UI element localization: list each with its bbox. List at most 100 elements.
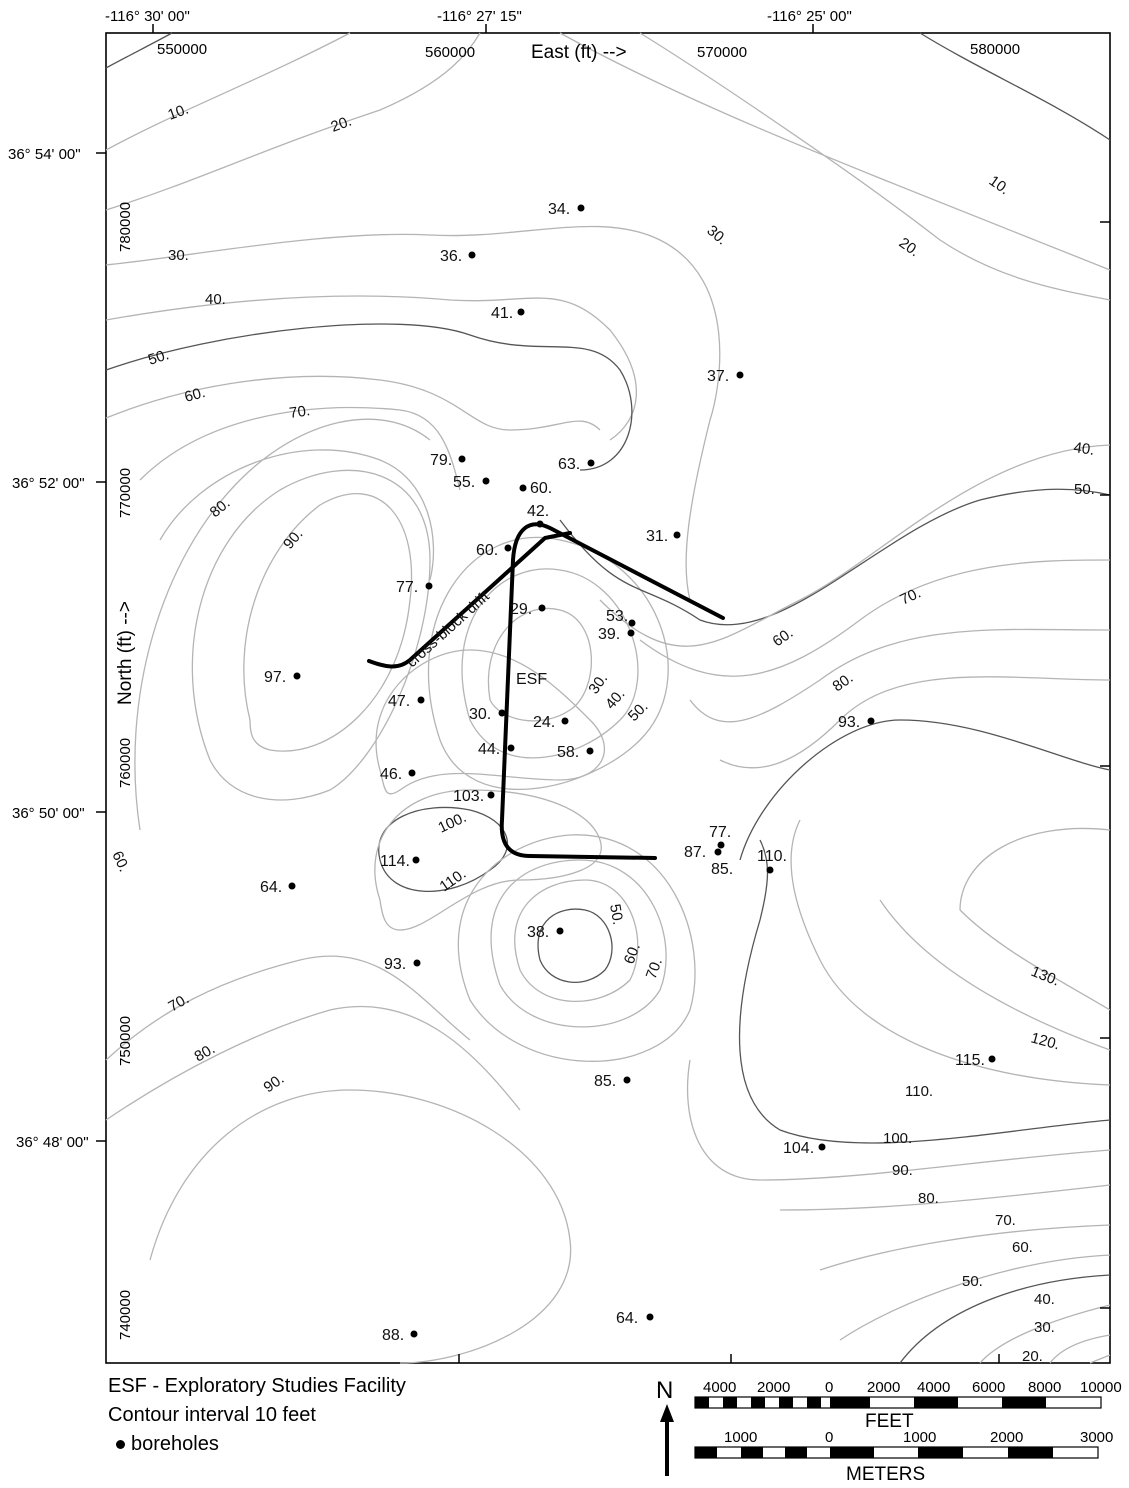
borehole-label: 88. [382,1327,404,1344]
latitude-label: 36° 54' 00" [8,146,81,163]
borehole-marker [577,204,585,212]
borehole-label: 39. [598,626,620,643]
longitude-label: -116° 25' 00" [767,8,852,25]
borehole-label: 103. [453,788,484,805]
latitude-label: 36° 50' 00" [12,805,85,822]
contour-label: 80. [830,669,857,695]
borehole-label: 87. [684,844,706,861]
scale-tick-label: 6000 [972,1379,1005,1396]
borehole-label: 110. [757,848,787,865]
borehole-label: 24. [533,714,555,731]
borehole-marker [561,717,569,725]
contour-label: 60. [183,384,208,406]
borehole-marker [487,791,495,799]
scale-tick-label: 3000 [1080,1429,1113,1446]
scale-tick-label: 10000 [1080,1379,1122,1396]
frame-ticks [96,24,1110,1363]
scale-tick-label: 2000 [990,1429,1023,1446]
borehole-marker [867,717,875,725]
contour-label: 120. [1029,1029,1062,1053]
borehole-label: 93. [838,714,860,731]
borehole-marker [504,544,512,552]
borehole-label: 114. [380,853,410,870]
borehole-marker [408,769,416,777]
borehole-label: 79. [430,452,452,469]
contour-labels: 10. 20. 30. 40. 50. 60. 70. 80. 90. 10. … [108,101,1095,1365]
contour-label: 90. [892,1162,913,1179]
contour-label: 100. [883,1130,912,1147]
latitude-label: 36° 52' 00" [12,475,85,492]
borehole-label: 53. [606,608,628,625]
contour-label: 40. [602,686,628,713]
scale-tick-label: 0 [825,1429,833,1446]
contour-label: 50. [1074,481,1095,498]
contour-label: 40. [1034,1291,1055,1308]
borehole-marker [714,848,722,856]
borehole-label: 63. [558,456,580,473]
contour-lines [105,32,1111,1364]
borehole-marker [587,459,595,467]
borehole-marker [646,1313,654,1321]
borehole-marker [536,520,544,528]
scale-tick-label: 1000 [903,1429,936,1446]
scale-tick-label: 4000 [703,1379,736,1396]
borehole-label: 46. [380,766,402,783]
scale-tick-label: 2000 [757,1379,790,1396]
scale-tick-label: 2000 [867,1379,900,1396]
borehole-label: 30. [469,706,491,723]
borehole-marker [628,619,636,627]
feet-scale-bar: 4000 2000 0 2000 4000 6000 8000 10000 FE… [694,1379,1122,1432]
contour-label: 130. [1029,963,1062,990]
borehole-marker [556,927,564,935]
borehole-label: 60. [530,480,552,497]
borehole-marker [717,841,725,849]
borehole-label: 58. [557,744,579,761]
feet-unit-label: FEET [865,1411,914,1432]
contour-label: 70. [643,956,666,981]
borehole-marker [417,696,425,704]
borehole-marker [498,709,506,717]
scale-tick-label: 8000 [1028,1379,1061,1396]
contour-label: 90. [280,526,306,553]
borehole-marker [412,856,420,864]
scale-tick-label: 4000 [917,1379,950,1396]
meters-scale-bar: 1000 0 1000 2000 3000 METERS [694,1429,1113,1485]
legend-esf: ESF - Exploratory Studies Facility [108,1375,406,1397]
contour-label: 50. [962,1273,983,1290]
northing-label: 770000 [117,468,134,518]
borehole-marker [288,882,296,890]
borehole-marker [482,477,490,485]
cross-block-drift-line [367,531,572,669]
borehole-marker [507,744,515,752]
borehole-label: 41. [491,305,513,322]
contour-label: 80. [207,495,234,521]
borehole-label: 64. [260,879,282,896]
borehole-marker [293,672,301,680]
contour-label: 50. [625,698,652,725]
borehole-label: 64. [616,1310,638,1327]
meters-unit-label: METERS [846,1464,925,1485]
borehole-dot-icon [116,1440,125,1450]
easting-label: 570000 [697,44,747,61]
borehole-marker [736,371,744,379]
north-arrow-icon [660,1404,674,1476]
borehole-marker [413,959,421,967]
north-label: N [656,1377,673,1404]
borehole-label: 77. [709,824,731,841]
borehole-marker [673,531,681,539]
contour-label: 70. [288,402,311,422]
map-frame [105,32,1111,1364]
borehole-label: 44. [478,741,500,758]
contour-label: 10. [986,172,1013,198]
easting-label: 550000 [157,41,207,58]
borehole-label: 38. [527,924,549,941]
contour-label: 60. [770,624,797,650]
contour-label: 30. [168,247,189,264]
borehole-label: 93. [384,956,406,973]
borehole-label: 97. [264,669,286,686]
borehole-marker [458,455,466,463]
contour-label: 70. [995,1212,1016,1229]
scale-tick-label: 1000 [724,1429,757,1446]
contour-label: 50. [146,346,171,369]
borehole-marker [410,1330,418,1338]
